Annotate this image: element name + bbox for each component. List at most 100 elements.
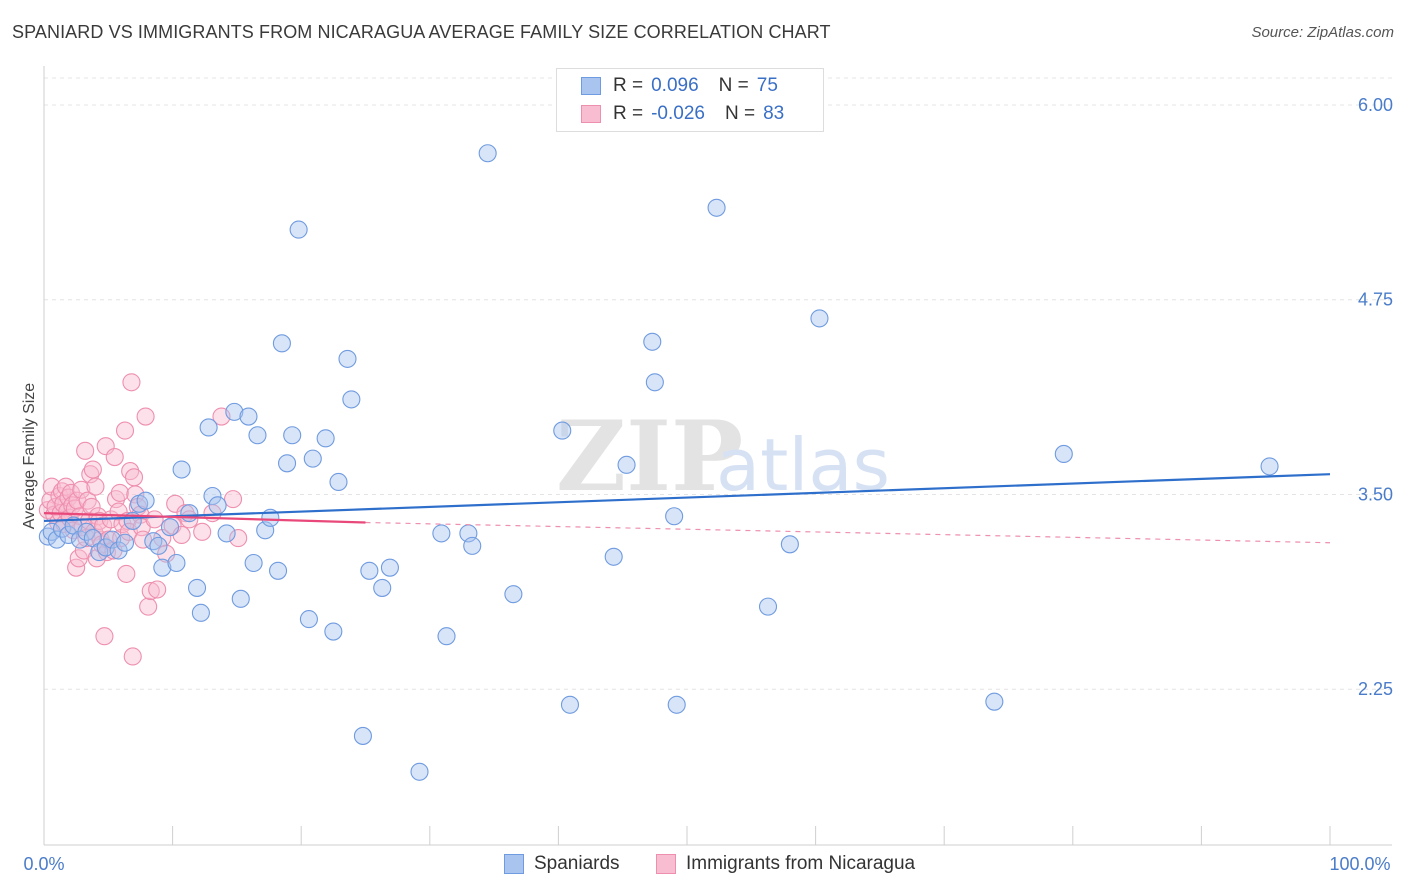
data-point [342,390,361,409]
data-point [1260,457,1279,476]
legend-r-label: R = [613,75,644,96]
data-point [193,522,212,541]
y-tick-label: 3.50 [1358,484,1393,504]
data-point [303,449,322,468]
y-tick-label: 6.00 [1358,95,1393,115]
data-point [149,536,168,555]
data-point [665,507,684,526]
trend-line-nicaragua-dashed [365,521,1331,544]
legend-n-label: N = [718,75,749,96]
data-point [707,198,726,217]
data-point [166,494,185,513]
data-point [758,597,778,616]
data-point [76,441,95,460]
stats-legend: R = 0.096 N = 75 R = -0.026 N = 83 [556,68,824,132]
data-point [217,524,236,543]
data-point [122,373,141,392]
legend-row-spaniards: R = 0.096 N = 75 [581,73,778,99]
legend-swatch-spaniards [504,854,524,874]
data-point [191,603,210,622]
y-axis-label: Average Family Size [21,383,38,530]
source-label: Source: ZipAtlas.com [1251,24,1394,41]
data-point [153,558,172,577]
data-point [244,553,263,573]
legend-row-nicaragua: R = -0.026 N = 83 [581,101,784,127]
data-point [203,486,222,506]
data-point [373,578,392,597]
data-point [432,524,451,543]
data-point [223,490,243,509]
data-point [139,597,158,616]
data-point [231,589,250,608]
data-point [199,418,218,437]
x-tick-label: 0.0% [23,854,64,874]
legend-n-label: N = [724,103,756,124]
legend-swatch-spaniards [581,77,601,95]
x-tick-labels: 0.0% 100.0% [23,854,1390,874]
data-point [617,455,636,474]
legend-swatch-nicaragua [656,854,676,874]
data-point [42,477,61,496]
y-tick-label: 2.25 [1358,679,1393,699]
data-point [478,144,497,163]
legend-r-value: -0.026 [651,103,705,124]
data-point [172,460,191,479]
data-point [72,480,91,499]
data-point [123,647,142,666]
series-nicaragua [38,373,248,666]
data-point [229,529,248,548]
data-point [115,533,135,552]
data-point [299,610,318,629]
data-point [47,530,66,549]
data-point [136,407,155,426]
data-point [1054,444,1073,463]
data-point [148,580,167,599]
data-point [136,491,155,510]
legend-label-spaniards: Spaniards [534,853,620,874]
data-point [59,525,78,545]
data-point [124,468,144,487]
data-point [269,561,288,580]
chart-title: SPANIARD VS IMMIGRANTS FROM NICARAGUA AV… [12,22,831,42]
data-point [115,421,135,440]
data-point [504,585,523,604]
data-point [810,309,829,328]
data-point [90,543,109,562]
trend-line-nicaragua [43,512,366,524]
data-point [283,426,302,445]
data-point [316,429,335,448]
trend-lines [43,473,1331,544]
data-point [145,510,164,529]
data-point [272,334,291,353]
data-point [338,349,357,368]
data-point [208,496,227,515]
data-point [643,332,662,351]
data-point [141,581,160,601]
data-point [645,373,664,392]
data-point [187,578,207,597]
data-point [289,220,308,239]
y-tick-label: 4.75 [1358,290,1393,310]
data-point [278,454,297,473]
y-tick-labels: 2.25 3.50 4.75 6.00 [1358,95,1393,699]
data-point [360,561,379,580]
legend-n-value: 83 [763,103,785,124]
data-point [86,477,105,496]
data-point [239,407,258,426]
x-tick-label: 100.0% [1329,854,1390,874]
legend-item-spaniards: Spaniards [504,852,620,876]
data-point [117,564,136,583]
data-point [985,692,1004,711]
series-spaniards [38,144,1279,781]
legend-swatch-nicaragua [581,105,601,123]
data-point [225,402,244,421]
data-point [553,421,572,440]
legend-label-nicaragua: Immigrants from Nicaragua [686,853,916,874]
data-point [380,558,399,577]
data-point [83,460,102,479]
legend-r-label: R = [613,103,644,124]
data-point [329,472,348,492]
data-point [95,627,114,646]
legend-r-value: 0.096 [651,75,699,96]
